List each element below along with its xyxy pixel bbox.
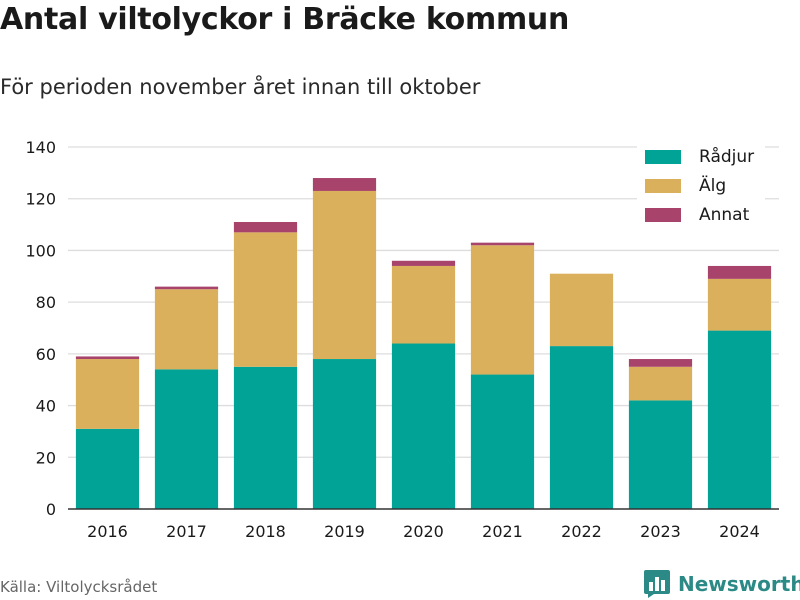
bar-segment xyxy=(75,428,140,509)
x-tick-label: 2023 xyxy=(640,522,681,541)
legend-swatch xyxy=(645,207,681,222)
bar-segment xyxy=(707,278,772,331)
bar-segment xyxy=(470,245,535,375)
bar-segment xyxy=(312,178,377,191)
legend-label: Annat xyxy=(699,204,750,225)
y-tick-label: 60 xyxy=(36,345,56,364)
legend: Rådjur Älg Annat xyxy=(637,142,765,229)
legend-label: Rådjur xyxy=(699,146,755,167)
source-note: Källa: Viltolycksrådet xyxy=(0,578,158,596)
x-tick-label: 2016 xyxy=(87,522,128,541)
bar-segment xyxy=(75,356,140,360)
legend-swatch xyxy=(645,149,681,164)
bar-segment xyxy=(391,343,456,509)
chart-title: Antal viltolyckor i Bräcke kommun xyxy=(0,2,570,37)
y-tick-label: 0 xyxy=(46,500,56,519)
brand-logo: Newsworthy xyxy=(644,568,800,600)
bar-segment xyxy=(233,221,298,233)
y-tick-label: 120 xyxy=(25,190,56,209)
legend-label: Älg xyxy=(699,175,727,196)
chart-subtitle: För perioden november året innan till ok… xyxy=(0,75,481,99)
bar-segment xyxy=(154,286,219,290)
bar-segment xyxy=(75,359,140,429)
y-tick-labels: 0 20 40 60 80 100 120 140 xyxy=(25,138,56,519)
y-tick-label: 20 xyxy=(36,448,56,467)
legend-swatch xyxy=(645,178,681,193)
brand-name: Newsworthy xyxy=(678,572,800,596)
x-tick-label: 2022 xyxy=(561,522,602,541)
legend-item-radjur: Rådjur xyxy=(637,142,765,171)
y-tick-label: 40 xyxy=(36,397,56,416)
legend-item-annat: Annat xyxy=(637,200,765,229)
x-tick-label: 2018 xyxy=(245,522,286,541)
legend-item-alg: Älg xyxy=(637,171,765,200)
x-tick-label: 2019 xyxy=(324,522,365,541)
bar-segment xyxy=(628,359,693,367)
y-tick-label: 140 xyxy=(25,138,56,157)
bar-segment xyxy=(233,232,298,367)
bar-segment xyxy=(628,366,693,401)
bar-segment xyxy=(233,366,298,509)
x-tick-label: 2021 xyxy=(482,522,523,541)
bar-segment xyxy=(312,190,377,360)
y-tick-label: 80 xyxy=(36,293,56,312)
bar-segment xyxy=(707,265,772,279)
bar-segment xyxy=(470,374,535,509)
x-tick-label: 2017 xyxy=(166,522,207,541)
bar-segment xyxy=(628,400,693,509)
x-tick-label: 2020 xyxy=(403,522,444,541)
y-tick-label: 100 xyxy=(25,241,56,260)
bar-segment xyxy=(154,369,219,509)
bar-segment xyxy=(470,242,535,246)
bar-segment xyxy=(154,289,219,370)
bars xyxy=(75,178,772,509)
bar-segment xyxy=(391,260,456,266)
bar-segment xyxy=(707,330,772,509)
bar-chart-logo-icon xyxy=(644,570,670,598)
x-tick-label: 2024 xyxy=(719,522,760,541)
bar-segment xyxy=(549,346,614,509)
x-tick-labels: 2016 2017 2018 2019 2020 2021 2022 2023 2024 xyxy=(87,522,760,541)
bar-segment xyxy=(549,273,614,347)
bar-segment xyxy=(391,265,456,344)
bar-segment xyxy=(312,359,377,509)
